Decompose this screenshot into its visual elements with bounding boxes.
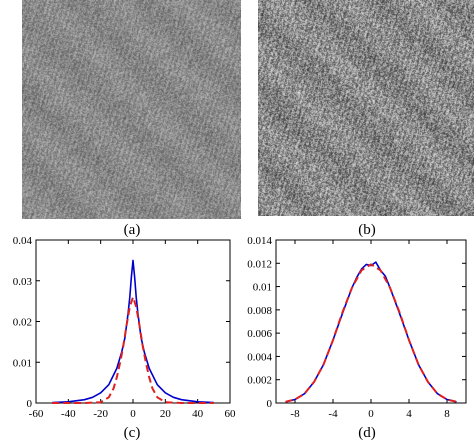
chart-d-ytick-label: 0.008 <box>247 305 272 317</box>
caption-c: (c) <box>123 425 141 441</box>
chart-d-ytick-label: 0.006 <box>247 328 272 340</box>
caption-b: (b) <box>358 222 376 238</box>
chart-d-xtick-label: 0 <box>368 408 374 420</box>
chart-c-ytick-label: 0.03 <box>13 276 33 288</box>
chart-d-xtick-label: -8 <box>290 408 300 420</box>
panel-b-image <box>258 0 474 216</box>
chart-c-ytick-label: 0.01 <box>13 357 32 369</box>
chart-c-xtick-label: 0 <box>130 408 136 420</box>
chart-d-ytick-label: 0.004 <box>247 351 272 363</box>
chart-d-xtick-label: 8 <box>444 408 450 420</box>
chart-d-series-0-line <box>285 261 457 403</box>
chart-c: -60 -40 -20 0 20 40 60 0 0.01 0.02 0.03 0.04 <box>13 235 237 420</box>
chart-c-xtick-label: -20 <box>93 408 108 420</box>
chart-d-xtick-label: 4 <box>406 408 412 420</box>
chart-c-xtick-label: 60 <box>225 408 237 420</box>
chart-c-xtick-label: -60 <box>29 408 44 420</box>
chart-d-ytick-label: 0.01 <box>253 282 272 294</box>
chart-c-xtick-label: 40 <box>192 408 204 420</box>
chart-d-xtick-label: -4 <box>328 408 338 420</box>
chart-c-ytick-label: 0 <box>27 398 33 410</box>
chart-d: -8 -4 0 4 8 0 0.002 0.004 0.006 0.008 0.01 0.012 0.0… <box>247 235 467 420</box>
chart-c-series-0-line <box>52 259 214 404</box>
chart-c-ytick-label: 0.02 <box>13 317 32 329</box>
chart-c-ytick-label: 0.04 <box>13 235 33 247</box>
chart-c-xtick-label: -40 <box>61 408 76 420</box>
chart-d-ytick-label: 0.002 <box>247 375 272 387</box>
chart-d-ytick-label: 0.012 <box>247 258 272 270</box>
caption-a: (a) <box>123 222 141 238</box>
chart-c-xtick-label: 20 <box>160 408 172 420</box>
caption-d: (d) <box>358 425 376 441</box>
chart-d-ytick-label: 0 <box>267 398 273 410</box>
panel-a-image <box>22 0 241 219</box>
chart-d-ytick-label: 0.014 <box>247 235 272 247</box>
chart-d-series-1-line <box>285 263 457 403</box>
chart-c-series-1-line <box>52 296 214 404</box>
